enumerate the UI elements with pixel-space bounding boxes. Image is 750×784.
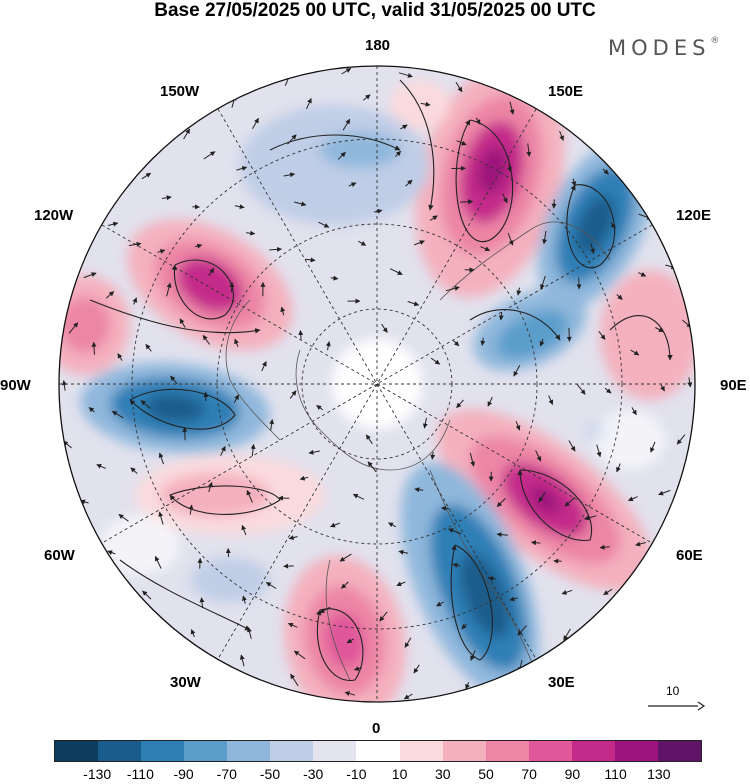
colorbar-segment [141,741,184,761]
wind-vector [200,558,201,568]
lon-label-60w: 60W [44,548,75,564]
reference-vector-value: 10 [666,684,679,698]
wind-vector [232,283,233,293]
colorbar-tick-label: 70 [521,766,537,782]
colorbar-tick-label: -110 [127,766,154,782]
colorbar-segment [486,741,529,761]
reference-vector-arrow [646,700,706,712]
colorbar-segment [98,741,141,761]
lon-label-0: 0 [372,721,380,737]
wind-vector [569,328,570,342]
colorbar [54,740,702,762]
lon-label-90e: 90E [720,378,747,394]
colorbar-tick-label: 130 [647,766,670,782]
colorbar-ticks: -130 -110 -90 -70 -50 -30 -10 10 30 50 70 90 110 130 [54,766,702,784]
colorbar-tick-label: 110 [604,766,626,782]
anomaly-positive-100e [600,270,700,400]
lon-label-150e: 150E [548,84,583,100]
anomaly-negative-170w [240,105,430,225]
colorbar-segment [572,741,615,761]
wind-vector [185,427,186,440]
colorbar-segment [400,741,443,761]
colorbar-segment [55,741,98,761]
polar-map [0,0,750,740]
colorbar-tick-label: -10 [346,766,366,782]
colorbar-tick-label: 10 [392,766,408,782]
wind-vector [300,331,301,340]
colorbar-tick-label: -70 [217,766,237,782]
colorbar-tick-label: 30 [435,766,451,782]
colorbar-segment [270,741,313,761]
lon-label-120w: 120W [34,208,73,224]
lon-label-30e: 30E [548,675,575,691]
wind-vector [489,578,496,579]
lon-label-30w: 30W [170,675,201,691]
colorbar-segment [443,741,486,761]
wind-vector [554,199,555,208]
colorbar-segment [615,741,658,761]
colorbar-segment [184,741,227,761]
colorbar-tick-label: 90 [565,766,581,782]
lon-label-90w: 90W [0,378,31,394]
wind-vector [284,566,294,567]
colorbar-tick-label: -30 [303,766,323,782]
colorbar-tick-label: -90 [173,766,193,782]
colorbar-tick-label: 50 [478,766,494,782]
lon-label-150w: 150W [160,84,199,100]
wind-vector [460,202,472,203]
colorbar-segment [356,741,399,761]
colorbar-tick-label: -50 [260,766,280,782]
colorbar-segment [227,741,270,761]
lon-label-180: 180 [365,38,390,54]
lon-label-60e: 60E [676,548,703,564]
colorbar-segment [313,741,356,761]
colorbar-segment [658,741,701,761]
colorbar-segment [529,741,572,761]
colorbar-tick-label: -130 [83,766,111,782]
lon-label-120e: 120E [676,208,711,224]
wind-vector [579,278,580,289]
